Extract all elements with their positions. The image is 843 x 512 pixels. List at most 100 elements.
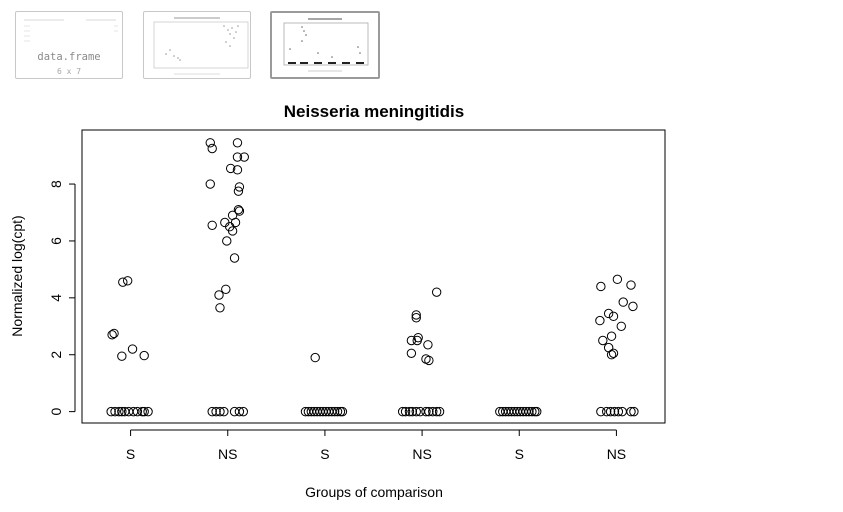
data-point xyxy=(411,406,421,417)
data-point xyxy=(608,348,619,359)
y-tick-label: 4 xyxy=(48,294,64,302)
data-point xyxy=(221,284,231,295)
data-point xyxy=(527,406,537,417)
x-tick-label: NS xyxy=(412,446,431,462)
data-point xyxy=(232,165,243,175)
data-point xyxy=(232,138,243,148)
x-tick-label: NS xyxy=(218,446,237,462)
data-point xyxy=(117,406,127,417)
data-point xyxy=(603,308,614,319)
y-tick-label: 0 xyxy=(48,408,64,416)
data-point xyxy=(329,406,340,417)
data-point xyxy=(532,406,542,417)
data-point xyxy=(424,406,434,417)
data-point xyxy=(114,406,124,417)
history-thumb-plot-2[interactable] xyxy=(270,11,380,79)
data-point xyxy=(222,236,232,246)
y-tick-label: 2 xyxy=(48,351,64,359)
data-point xyxy=(234,206,245,216)
data-point xyxy=(122,276,133,286)
data-point xyxy=(139,406,149,417)
data-point xyxy=(205,179,215,189)
data-point xyxy=(609,406,620,417)
data-frame-dims: 6 x 7 xyxy=(56,67,82,76)
y-tick-label: 8 xyxy=(48,180,64,188)
data-point xyxy=(605,406,616,417)
plot-history-strip: data.frame 6 x 7 xyxy=(0,0,843,90)
data-point xyxy=(238,406,248,417)
data-point xyxy=(411,310,421,320)
data-point xyxy=(628,301,638,312)
x-axis-label: Groups of comparison xyxy=(305,484,443,500)
data-point xyxy=(229,253,240,263)
data-point xyxy=(428,406,438,417)
data-point xyxy=(411,313,421,323)
data-point xyxy=(332,406,343,417)
data-point xyxy=(595,315,605,326)
data-point xyxy=(421,406,431,417)
data-point xyxy=(618,297,628,307)
data-point xyxy=(107,330,117,340)
data-point xyxy=(109,328,119,339)
data-point xyxy=(524,406,534,417)
data-point xyxy=(608,311,619,322)
x-tick-label: NS xyxy=(607,446,626,462)
data-point xyxy=(233,204,244,215)
data-point xyxy=(404,406,415,417)
plot-frame xyxy=(81,129,666,424)
data-point xyxy=(626,280,636,290)
data-point xyxy=(310,352,320,363)
data-point xyxy=(602,406,612,417)
data-point xyxy=(626,406,636,417)
data-point xyxy=(413,332,423,343)
history-thumb-plot-1[interactable] xyxy=(143,11,251,79)
data-point xyxy=(232,152,243,162)
data-point xyxy=(606,350,617,360)
data-point xyxy=(406,348,417,359)
data-points xyxy=(106,138,639,417)
data-point xyxy=(117,351,127,361)
data-point xyxy=(127,344,138,354)
data-point xyxy=(106,406,116,417)
x-tick-label: S xyxy=(126,446,135,462)
data-point xyxy=(219,406,229,417)
data-point xyxy=(118,277,128,287)
data-point xyxy=(143,406,153,417)
data-point xyxy=(434,406,445,417)
data-point xyxy=(207,406,217,417)
data-point xyxy=(596,281,606,292)
data-frame-preview-icon xyxy=(24,19,118,42)
data-point xyxy=(423,340,433,350)
data-point xyxy=(234,406,245,417)
data-point xyxy=(207,143,217,154)
data-point xyxy=(596,406,606,417)
data-point xyxy=(205,138,215,148)
data-point xyxy=(233,186,244,196)
data-point xyxy=(230,217,241,228)
data-point xyxy=(132,406,143,417)
x-tick-label: S xyxy=(320,446,329,462)
data-point xyxy=(229,406,240,417)
data-point xyxy=(139,350,149,361)
x-axis: S NS S NS S NS xyxy=(126,429,626,462)
data-point xyxy=(215,303,225,313)
data-point xyxy=(227,226,238,236)
data-point xyxy=(431,287,442,297)
data-point xyxy=(207,220,217,230)
chart-title: Neisseria meningitidis xyxy=(284,102,464,121)
data-point xyxy=(400,406,411,417)
history-thumb-data-frame[interactable]: data.frame 6 x 7 xyxy=(15,11,123,79)
data-point xyxy=(337,406,348,417)
data-point xyxy=(406,335,417,346)
data-point xyxy=(239,152,249,162)
data-point xyxy=(629,406,639,417)
data-point xyxy=(598,335,608,346)
data-point xyxy=(407,406,418,417)
data-point xyxy=(215,406,225,417)
data-point xyxy=(613,406,624,417)
y-axis-label: Normalized log(cpt) xyxy=(9,215,25,336)
data-point xyxy=(110,406,120,417)
data-point xyxy=(606,331,617,341)
data-point xyxy=(424,355,434,366)
